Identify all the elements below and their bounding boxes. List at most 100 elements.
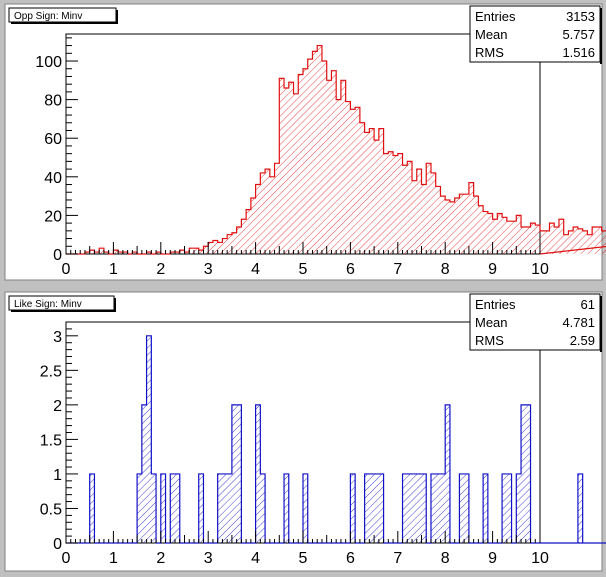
histogram-bin <box>132 252 138 254</box>
histogram-bin <box>84 252 90 254</box>
histogram-bin <box>568 230 574 254</box>
histogram-bin <box>421 184 427 254</box>
y-tick-label: 3 <box>53 329 62 346</box>
histogram-bin <box>497 213 503 254</box>
histogram-bin <box>374 473 379 543</box>
histogram-bin <box>516 215 522 254</box>
histogram-bin <box>241 219 247 254</box>
y-tick-label: 80 <box>44 93 62 110</box>
histogram-bin <box>516 473 522 543</box>
histogram-bin <box>103 252 109 254</box>
like-sign-histogram <box>66 335 606 544</box>
histogram-bin <box>601 230 606 254</box>
histogram-bin <box>260 473 266 543</box>
histogram-bin <box>113 250 119 254</box>
histogram-bin <box>170 252 176 254</box>
histogram-bin <box>502 217 507 254</box>
histogram-bin <box>459 473 465 543</box>
histogram-bin <box>265 169 270 254</box>
rms-label: RMS <box>475 45 504 60</box>
y-tick-label: 100 <box>35 54 62 71</box>
histogram-bin <box>312 51 318 254</box>
histogram-bin <box>255 184 261 254</box>
x-tick-label: 5 <box>299 261 308 278</box>
x-tick-label: 5 <box>299 550 308 567</box>
histogram-bin <box>397 153 403 254</box>
histogram-bin <box>303 473 308 543</box>
histogram-bin <box>464 473 469 543</box>
x-axis: 0 1 2 3 4 5 6 7 8 9 10 <box>62 242 549 278</box>
histogram-bin <box>521 226 526 254</box>
histogram-bin <box>146 335 152 543</box>
histogram-bin <box>554 226 559 254</box>
y-axis: 0 20 40 60 80 100 <box>35 37 78 264</box>
histogram-bin <box>430 473 436 543</box>
histogram-bin <box>198 473 204 543</box>
histogram-bin <box>473 196 479 254</box>
histogram-bin <box>483 473 488 543</box>
histogram-outline <box>66 44 606 255</box>
histogram-bin <box>412 180 417 254</box>
histogram-bin <box>364 473 370 543</box>
x-tick-label: 1 <box>109 261 118 278</box>
histogram-bin <box>459 194 465 254</box>
histogram-bin <box>141 404 147 543</box>
histogram-bin <box>350 109 356 255</box>
entries-label: Entries <box>475 297 516 312</box>
stats-box: Entries 3153 Mean 5.757 RMS 1.516 <box>469 5 602 64</box>
histogram-bin <box>317 45 322 254</box>
histogram-bin <box>435 473 441 543</box>
histogram-bin <box>582 230 588 254</box>
x-axis: 0 1 2 3 4 5 6 7 8 9 10 <box>62 531 549 567</box>
histogram-bin <box>535 225 540 254</box>
histogram-bin <box>231 404 237 543</box>
histogram-bin <box>345 101 351 255</box>
title-box: Opp Sign: Minv <box>8 7 118 24</box>
y-tick-label: 2 <box>53 398 62 415</box>
x-tick-label: 0 <box>62 550 71 567</box>
histogram-bin <box>525 404 531 543</box>
histogram-bin <box>326 80 332 254</box>
like-sign-pad: 0 0.5 1 1.5 2 2.5 3 0 1 2 3 4 5 6 7 8 9 10 Like Sign: Mi… <box>4 291 606 572</box>
y-tick-label: 60 <box>44 131 62 148</box>
histogram-bin <box>416 169 422 254</box>
histogram-bin <box>412 473 417 543</box>
histogram-bin <box>402 473 408 543</box>
histogram-bin <box>521 404 526 543</box>
histogram-bin <box>454 198 460 254</box>
histogram-bin <box>355 107 360 254</box>
mean-label: Mean <box>475 315 508 330</box>
histogram-bin <box>236 226 242 254</box>
histogram-bin <box>421 473 427 543</box>
histogram-bin <box>407 473 413 543</box>
histogram-bin <box>146 252 152 254</box>
histogram-bin <box>573 226 578 254</box>
histogram-bin <box>151 473 157 543</box>
x-tick-label: 3 <box>204 261 213 278</box>
histogram-bin <box>260 172 266 254</box>
histogram-bin <box>179 250 185 254</box>
histogram-bin <box>94 252 100 254</box>
y-tick-label: 2.5 <box>40 363 62 380</box>
histogram-bin <box>89 473 95 543</box>
histogram-bin <box>175 473 180 543</box>
histogram-bin <box>492 219 498 254</box>
histogram-bin <box>511 221 517 254</box>
mean-value: 5.757 <box>562 27 595 42</box>
x-tick-label: 6 <box>346 261 355 278</box>
histogram-bin <box>558 219 564 254</box>
histogram-bin <box>340 80 346 254</box>
histogram-bin <box>184 252 190 254</box>
histogram-bin <box>99 248 104 254</box>
histogram-bin <box>544 230 550 254</box>
histogram-bin <box>407 161 413 254</box>
histogram-bin <box>374 140 379 254</box>
histogram-bin <box>236 404 242 543</box>
histogram-bin <box>208 242 213 254</box>
histogram-bin <box>587 234 593 254</box>
histogram-bin <box>255 404 261 543</box>
histogram-bin <box>137 473 142 543</box>
y-tick-label: 0 <box>53 247 62 264</box>
histogram-bin <box>331 70 337 255</box>
stats-box: Entries 61 Mean 4.781 RMS 2.59 <box>469 293 602 352</box>
